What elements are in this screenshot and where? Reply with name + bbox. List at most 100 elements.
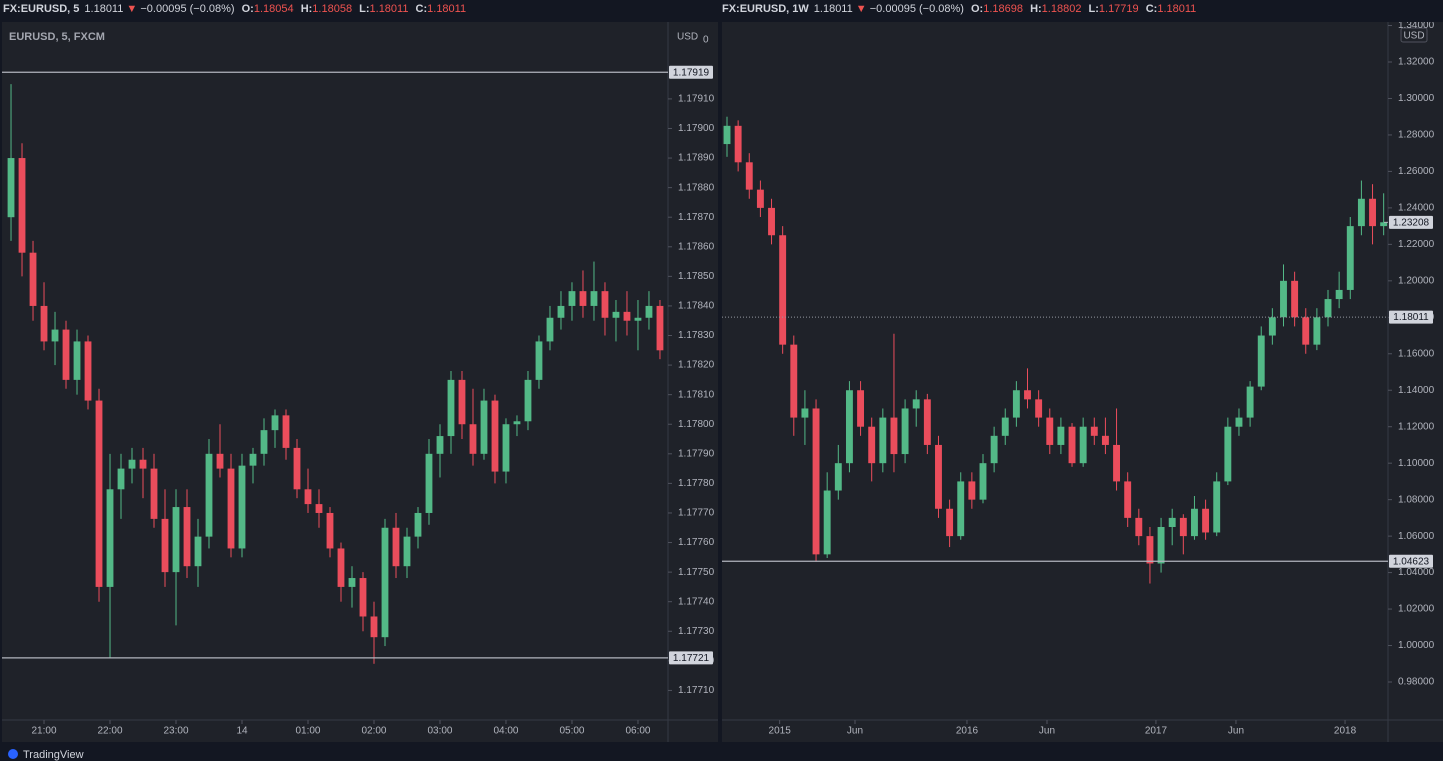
candle-body [1168, 517, 1176, 528]
y-tick-label: 1.06000 [1398, 531, 1435, 542]
y-tick-label: 1.08000 [1398, 494, 1435, 505]
currency-box [1400, 27, 1428, 43]
candle-body [315, 504, 323, 513]
candle-body [868, 426, 876, 464]
candle-body [1213, 481, 1221, 533]
candle-body [801, 408, 809, 418]
x-tick-label: 03:00 [427, 726, 452, 737]
candle-body [1079, 426, 1087, 464]
y-tick-label: 0.98000 [1398, 677, 1435, 688]
candle-body [7, 158, 15, 218]
candle-body [1369, 198, 1376, 227]
price-tag-label: 1.18011 [1393, 312, 1429, 323]
chart-title: EURUSD, 5, FXCM [9, 31, 105, 43]
x-tick-label: 2017 [1145, 726, 1168, 737]
x-tick-label: 2015 [769, 726, 792, 737]
panel-left [2, 22, 718, 742]
plot-area: 1.177101.177201.177301.177401.177501.177… [2, 71, 715, 696]
candle-body [469, 424, 477, 454]
change-arrow: ▼ [855, 3, 867, 15]
y-tick-label: 1.28000 [1398, 130, 1435, 141]
candle-body [238, 465, 246, 549]
y-tick-label: 1.24000 [1398, 203, 1435, 214]
candle-body [447, 379, 455, 437]
change-arrow: ▼ [126, 3, 138, 15]
candle-body [51, 329, 59, 342]
candle-body [912, 399, 920, 409]
candle-body [1302, 317, 1310, 345]
candle-body [1357, 198, 1365, 227]
y-tick-label: 1.34000 [1398, 20, 1435, 31]
x-tick-label: 22:00 [97, 726, 122, 737]
candle-body [790, 344, 798, 418]
candle-body [1246, 386, 1254, 418]
candle-body [1135, 517, 1143, 537]
candle-body [326, 512, 334, 549]
price-tag [669, 651, 713, 665]
candle-body [1224, 426, 1232, 482]
candle-body [1101, 435, 1109, 445]
x-tick-label: 05:00 [559, 726, 584, 737]
y-tick-label: 1.12000 [1398, 421, 1435, 432]
candle-body [946, 508, 954, 537]
candle-body [1057, 426, 1065, 445]
y-tick-label: 1.10000 [1398, 458, 1435, 469]
x-tick-label: 21:00 [32, 726, 57, 737]
candle-body [1191, 508, 1198, 537]
candle-body [579, 291, 587, 306]
candle-body [612, 311, 620, 318]
ohlc-value: 1.18058 [312, 3, 353, 15]
ohlc-label: L: [359, 3, 370, 15]
candle-body [923, 399, 931, 445]
y-tick-label: 1.17750 [678, 567, 715, 578]
y-tick-label: 1.17780 [678, 478, 715, 489]
candle-body [890, 417, 898, 455]
price-tag [669, 65, 713, 79]
candle-body [359, 578, 367, 617]
candle-body [139, 459, 147, 469]
y-tick-label: 1.17820 [678, 360, 715, 371]
candle-body [535, 341, 543, 380]
candle-body [425, 453, 433, 513]
candle-body [95, 400, 103, 587]
candle-body [935, 444, 942, 509]
candle-body [480, 400, 488, 454]
candle-body [634, 317, 642, 321]
candle-body [524, 379, 532, 422]
candle-body [1068, 426, 1076, 464]
y-tick-label: 1.17870 [678, 212, 715, 223]
candle-body [901, 408, 909, 455]
y-tick-label: 1.02000 [1398, 604, 1435, 615]
y-tick-label: 1.17880 [678, 182, 715, 193]
price-tag-label: 1.17721 [673, 653, 710, 664]
candle-body [260, 430, 268, 454]
footer-text: TradingView [23, 749, 84, 761]
chart-right: 0.98000 1.00000 1.02000 1.04000 1.06000 1.080… [722, 20, 1435, 737]
candle-body [1257, 335, 1265, 387]
change: −0.00095 (−0.08%) [140, 3, 235, 15]
candle-body [29, 252, 37, 306]
price-tag-label: 1.23208 [1393, 217, 1430, 228]
currency-label: USD [1403, 31, 1424, 42]
candle-body [1324, 299, 1332, 318]
panel-right [722, 22, 1443, 742]
ohlc-label: O: [971, 3, 984, 15]
candle-body [502, 424, 510, 472]
ohlc-label: L: [1088, 3, 1099, 15]
candle-body [623, 311, 631, 321]
ohlc-label: H: [300, 3, 313, 15]
candle-body [1268, 317, 1276, 336]
y-tick-label: 1.17760 [678, 537, 715, 548]
candle-body [227, 468, 235, 549]
y-tick-label: 1.32000 [1398, 57, 1435, 68]
candle-body [293, 447, 301, 490]
candle-body [990, 435, 998, 464]
y-tick-label: 1.17790 [678, 448, 715, 459]
candle-body [62, 329, 70, 380]
candle-body [645, 305, 653, 318]
candle-body [1012, 390, 1020, 418]
x-tick-label: 23:00 [163, 726, 188, 737]
candle-body [194, 536, 202, 567]
ohlc-value: 1.18011 [369, 3, 409, 15]
candle-body [183, 507, 191, 567]
